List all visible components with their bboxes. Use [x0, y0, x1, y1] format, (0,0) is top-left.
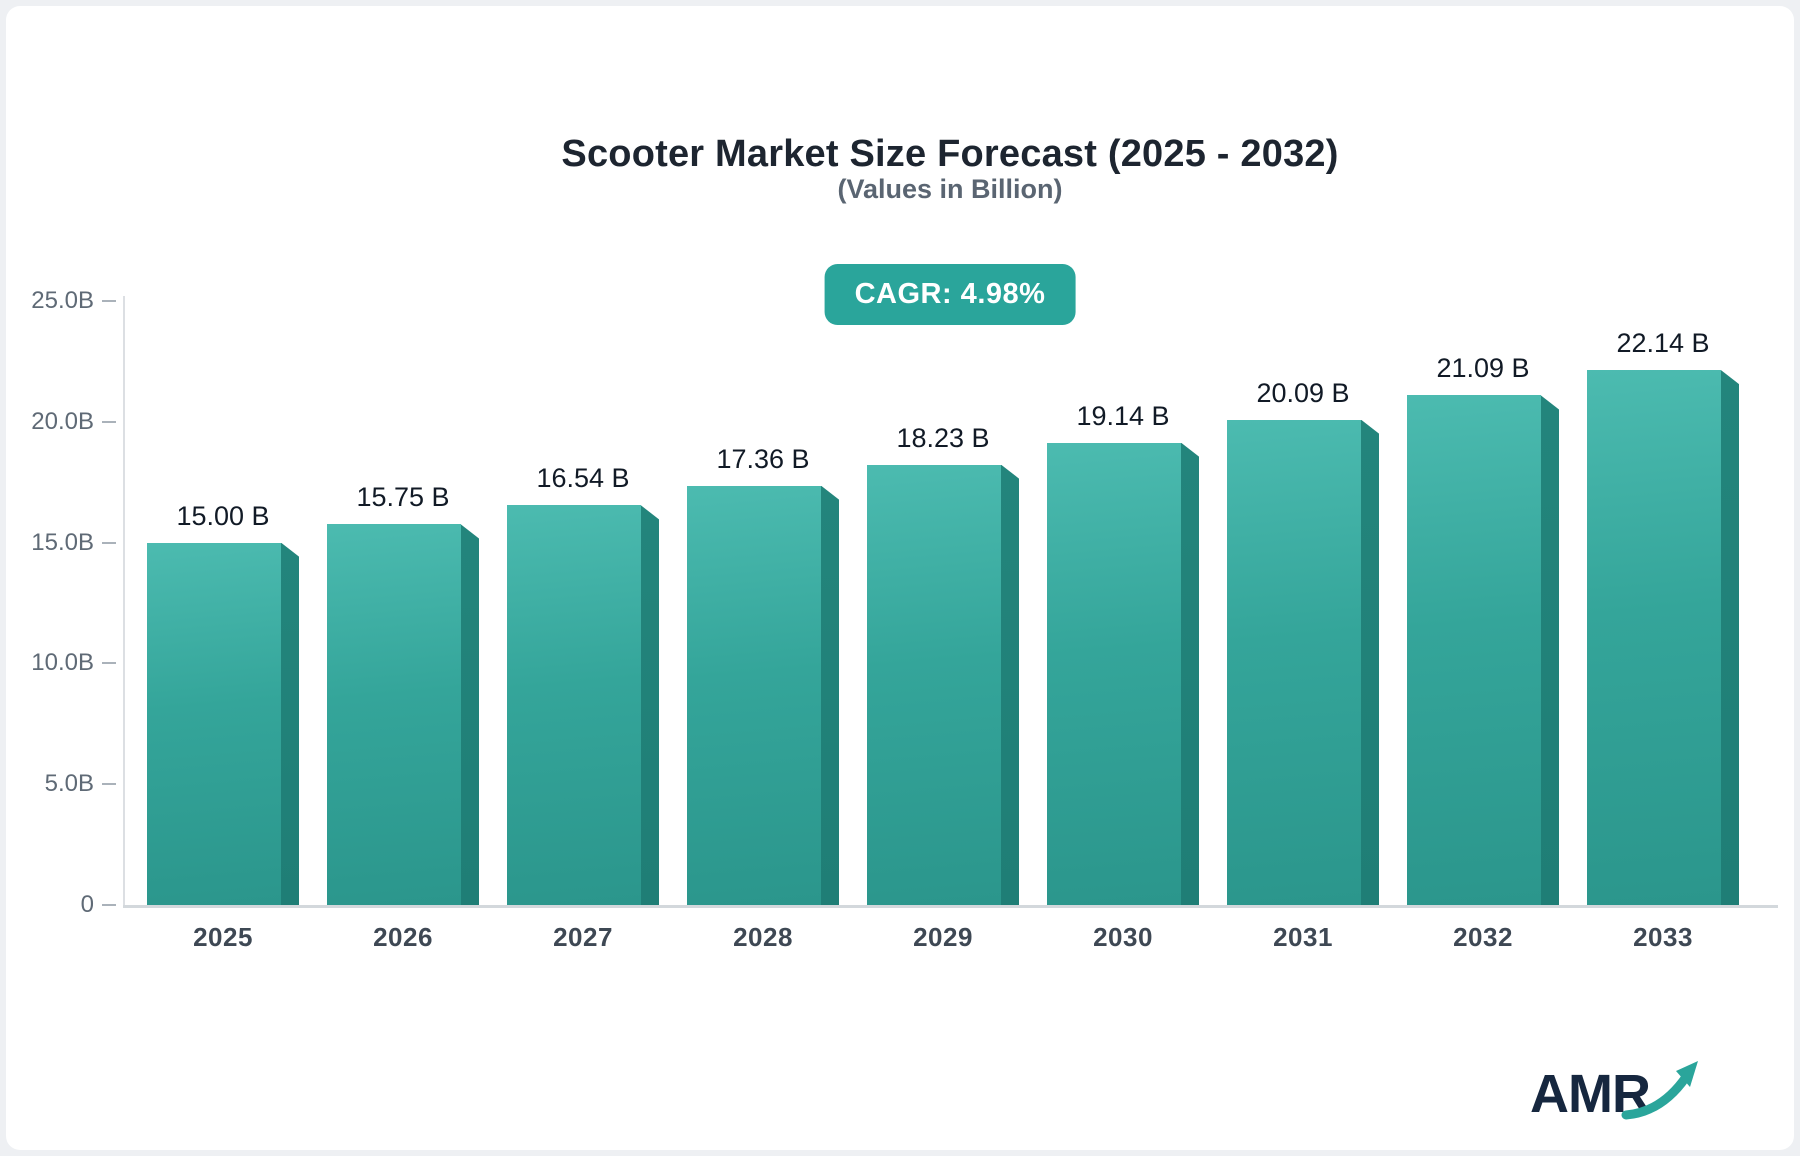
x-axis-category-label: 2032 — [1453, 922, 1513, 952]
bar-face — [1047, 442, 1181, 905]
bar-face — [687, 485, 821, 905]
bar-side-shadow — [641, 505, 659, 905]
amr-logo: AMR — [1530, 1054, 1722, 1134]
bar-side-shadow — [1721, 370, 1739, 905]
chart-title: Scooter Market Size Forecast (2025 - 203… — [561, 133, 1339, 176]
bar-face — [147, 542, 281, 905]
bar-value-label: 17.36 B — [716, 443, 810, 474]
cagr-badge: CAGR: 4.98% — [824, 264, 1076, 325]
bar-value-label: 18.23 B — [896, 422, 990, 453]
bar-side-shadow — [1181, 442, 1199, 905]
bar-side-shadow — [281, 542, 299, 905]
x-axis-category-label: 2026 — [373, 922, 433, 952]
bar-side-shadow — [461, 524, 479, 905]
x-axis-category-label: 2028 — [733, 922, 793, 952]
x-axis-category-label: 2025 — [193, 922, 253, 952]
bar-face — [327, 524, 461, 905]
x-axis-category-label: 2027 — [553, 922, 613, 952]
y-axis-tick-label: 25.0B — [31, 287, 94, 314]
chart-bar-2029 — [867, 464, 1019, 905]
chart-bar-2028 — [687, 485, 839, 905]
x-axis-category-label: 2031 — [1273, 922, 1333, 952]
y-axis-tick-mark — [102, 662, 116, 665]
y-axis-tick-mark — [102, 300, 116, 302]
chart-card: Scooter Market Size Forecast (2025 - 203… — [6, 6, 1794, 1150]
y-axis-tick-label: 15.0B — [31, 528, 94, 556]
chart-bar-2031 — [1227, 419, 1379, 905]
bar-chart: 0 5.0B 10.0B 15.0B 20.0B 25.0B 15.00 B 2025 15.7… — [6, 6, 1794, 1150]
x-axis-line — [123, 905, 1778, 908]
chart-bar-2026 — [327, 524, 479, 905]
y-axis-line — [123, 296, 125, 905]
chart-bar-2033 — [1587, 370, 1739, 905]
x-axis-category-label: 2033 — [1633, 922, 1693, 952]
bar-face — [507, 505, 641, 905]
x-axis-category-label: 2030 — [1093, 922, 1153, 952]
bar-face — [1407, 395, 1541, 905]
y-axis-tick-label: 20.0B — [31, 407, 94, 435]
bar-side-shadow — [1361, 419, 1379, 905]
bar-value-label: 19.14 B — [1076, 400, 1170, 431]
bar-value-label: 22.14 B — [1616, 328, 1710, 359]
logo-arrow-icon — [1621, 1072, 1691, 1120]
chart-bar-2030 — [1047, 442, 1199, 905]
bar-face — [1227, 419, 1361, 905]
amr-logo-graphic: AMR — [1530, 1061, 1698, 1124]
bar-value-label: 20.09 B — [1256, 377, 1350, 408]
bar-value-label: 15.75 B — [356, 482, 450, 513]
bar-side-shadow — [1541, 395, 1559, 905]
y-axis-tick-label: 10.0B — [31, 649, 94, 677]
y-axis-tick-label: 0 — [80, 891, 94, 918]
x-axis-category-label: 2029 — [913, 922, 973, 952]
y-axis-tick-mark — [102, 420, 116, 423]
chart-bar-2027 — [507, 505, 659, 905]
bar-value-label: 21.09 B — [1436, 353, 1530, 384]
bar-value-label: 15.00 B — [176, 500, 270, 531]
y-axis-tick-label: 5.0B — [44, 770, 94, 798]
logo-arrow-head-icon — [1676, 1061, 1698, 1087]
chart-bar-2032 — [1407, 395, 1559, 905]
chart-bar-2025 — [147, 542, 299, 905]
bar-side-shadow — [821, 485, 839, 905]
bar-side-shadow — [1001, 464, 1019, 905]
chart-subtitle: (Values in Billion) — [837, 174, 1063, 204]
y-axis-tick-mark — [102, 541, 116, 544]
y-axis-tick-mark — [102, 783, 116, 786]
y-axis-tick-mark — [102, 904, 116, 906]
bar-face — [1587, 370, 1721, 905]
bar-value-label: 16.54 B — [536, 463, 630, 494]
bar-face — [867, 464, 1001, 905]
